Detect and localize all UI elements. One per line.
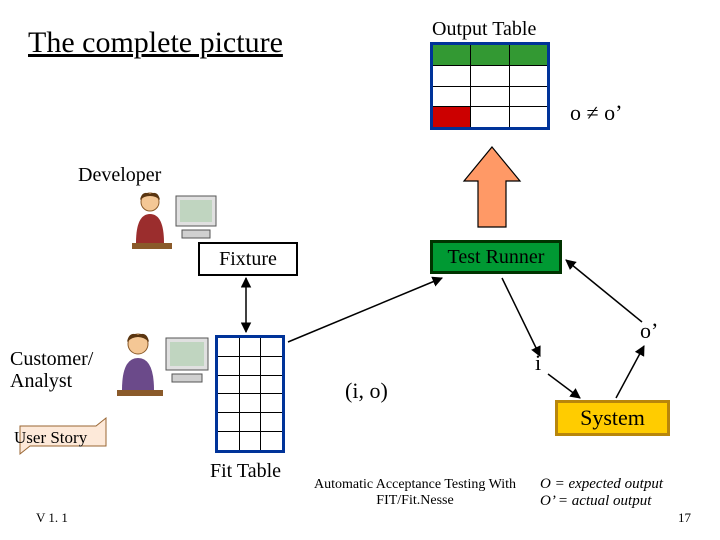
customer-analyst-line1: Customer/ [10, 348, 93, 370]
page-number: 17 [678, 510, 691, 526]
output-table-label: Output Table [432, 18, 536, 41]
fat-arrow-up [460, 145, 525, 230]
output-table [430, 42, 550, 130]
i-label: i [535, 350, 541, 376]
fit-table-label: Fit Table [210, 460, 281, 483]
customer-analyst-line2: Analyst [10, 370, 72, 392]
o-not-equal-label: o ≠ o’ [570, 100, 622, 126]
customer-icon [112, 328, 212, 410]
test-runner-box: Test Runner [430, 240, 562, 274]
system-box: System [555, 400, 670, 436]
arrows-layer [0, 0, 720, 540]
footer-text: Automatic Acceptance Testing With FIT/Fi… [300, 477, 530, 509]
user-story-label: User Story [14, 428, 87, 448]
developer-label: Developer [78, 164, 161, 187]
customer-analyst-label: Customer/ Analyst [10, 348, 93, 392]
o-prime-label: o’ [640, 318, 658, 344]
fit-table [215, 335, 285, 453]
io-label: (i, o) [345, 378, 388, 404]
legend-line1: O = expected output [540, 476, 663, 493]
version-label: V 1. 1 [36, 510, 68, 526]
page-title: The complete picture [28, 26, 283, 60]
legend-line2: O’ = actual output [540, 493, 663, 510]
fixture-box: Fixture [198, 242, 298, 276]
legend: O = expected output O’ = actual output [540, 476, 663, 510]
